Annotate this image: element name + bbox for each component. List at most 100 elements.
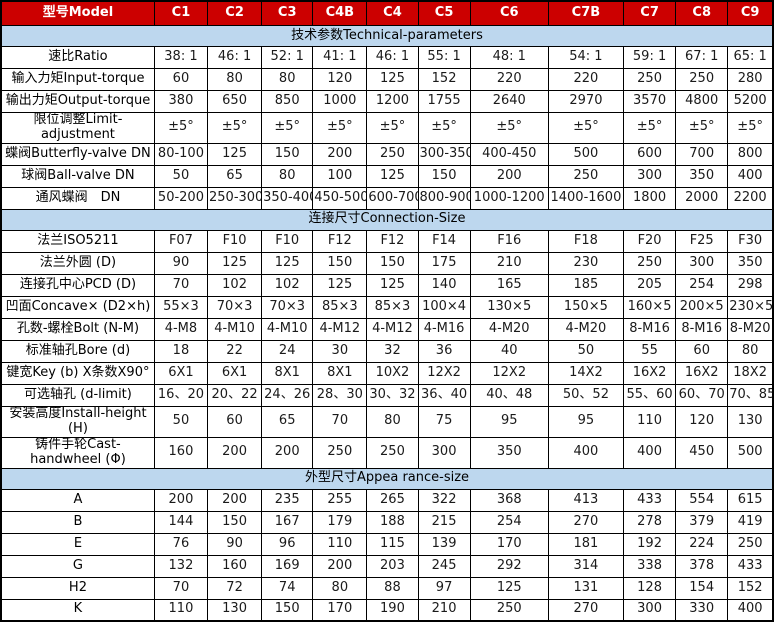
value-cell: 600: [623, 142, 677, 166]
value-cell: 265: [366, 488, 419, 512]
value-cell: 2640: [469, 90, 549, 113]
value-cell: 67: 1: [675, 46, 729, 69]
value-cell: 150: [312, 251, 368, 275]
value-cell: 419: [727, 510, 774, 534]
value-cell: 95: [547, 405, 625, 438]
value-cell: 110: [153, 598, 209, 622]
table-row: 键宽Key (b) X条数X90° 6X1 6X1 8X1 8X1 10X2 12X2 12X…: [0, 361, 774, 385]
value-cell: 205: [623, 273, 677, 297]
value-cell: 102: [207, 273, 263, 297]
value-cell: 400: [727, 164, 774, 188]
row-label: 球阀Ball-valve DN: [0, 164, 155, 188]
value-cell: 450-500: [312, 186, 368, 210]
value-cell: 90: [207, 532, 263, 556]
value-cell: F12: [366, 229, 419, 253]
table-row: 法兰ISO5211 F07 F10 F10 F12 F12 F14 F16 F18 F20 F25 F…: [0, 229, 774, 253]
value-cell: 700: [675, 142, 729, 166]
table-row: B 144 150 167 179 188 215 254 270 278 379 419: [0, 510, 774, 534]
value-cell: 55、60: [623, 383, 677, 407]
value-cell: 800: [727, 142, 774, 166]
value-cell: 4-M10: [261, 317, 314, 341]
value-cell: 96: [261, 532, 314, 556]
value-cell: 85×3: [312, 295, 368, 319]
table-row: G 132 160 169 200 203 245 292 314 338 378 433: [0, 554, 774, 578]
value-cell: 80: [207, 68, 263, 91]
section-header-row: 连接尺寸Connection-Size: [0, 208, 774, 231]
value-cell: 200: [207, 436, 263, 469]
table-row: 安装高度Install-height (H) 50 60 65 70 80 75 95 95 11…: [0, 405, 774, 438]
value-cell: 250: [623, 68, 677, 91]
value-cell: 300: [623, 598, 677, 622]
value-cell: ±5°: [312, 112, 368, 144]
value-cell: 28、30: [312, 383, 368, 407]
row-label: 连接孔中心PCD (D): [0, 273, 155, 297]
value-cell: F25: [675, 229, 729, 253]
value-cell: 150: [366, 251, 419, 275]
value-cell: 125: [207, 142, 263, 166]
value-cell: 378: [675, 554, 729, 578]
column-header-c2: C2: [207, 0, 263, 26]
table-row: 球阀Ball-valve DN 50 65 80 100 125 150 200 250 300 3…: [0, 164, 774, 188]
value-cell: 50: [153, 405, 209, 438]
value-cell: 50: [547, 339, 625, 363]
value-cell: 100×4: [417, 295, 471, 319]
value-cell: 140: [417, 273, 471, 297]
row-label: 孔数-螺栓Bolt (N-M): [0, 317, 155, 341]
value-cell: 200: [261, 436, 314, 469]
value-cell: 650: [207, 90, 263, 113]
value-cell: 6X1: [153, 361, 209, 385]
value-cell: 125: [366, 273, 419, 297]
row-label: H2: [0, 576, 155, 600]
value-cell: 400: [547, 436, 625, 469]
value-cell: 4-M12: [312, 317, 368, 341]
value-cell: ±5°: [727, 112, 774, 144]
value-cell: 8-M16: [675, 317, 729, 341]
table-row: K 110 130 150 170 190 210 250 270 300 330 400: [0, 598, 774, 622]
value-cell: 400: [727, 598, 774, 622]
value-cell: 1400-1600: [547, 186, 625, 210]
value-cell: 8-M16: [623, 317, 677, 341]
value-cell: 433: [623, 488, 677, 512]
table-row: 输出力矩Output-torque 380 650 850 1000 1200 1755 26…: [0, 90, 774, 113]
row-label: 铸件手轮Cast-handwheel (Φ): [0, 436, 155, 469]
table-row: 孔数-螺栓Bolt (N-M) 4-M8 4-M10 4-M10 4-M12 4-M12 4…: [0, 317, 774, 341]
value-cell: 160×5: [623, 295, 677, 319]
value-cell: 250-300: [207, 186, 263, 210]
value-cell: 70: [153, 273, 209, 297]
value-cell: 270: [547, 598, 625, 622]
row-label: 凹面Concave× (D2×h): [0, 295, 155, 319]
value-cell: 70、85: [727, 383, 774, 407]
value-cell: 14X2: [547, 361, 625, 385]
value-cell: 100: [312, 164, 368, 188]
value-cell: 250: [469, 598, 549, 622]
value-cell: 70×3: [261, 295, 314, 319]
row-label: 速比Ratio: [0, 46, 155, 69]
value-cell: 130: [727, 405, 774, 438]
value-cell: 30、32: [366, 383, 419, 407]
value-cell: F18: [547, 229, 625, 253]
table-row: 铸件手轮Cast-handwheel (Φ) 160 200 200 250 250 300…: [0, 436, 774, 469]
column-header-c4b: C4B: [312, 0, 368, 26]
value-cell: 60、70: [675, 383, 729, 407]
row-label: B: [0, 510, 155, 534]
value-cell: 254: [469, 510, 549, 534]
value-cell: 600-700: [366, 186, 419, 210]
value-cell: 250: [366, 436, 419, 469]
value-cell: 102: [261, 273, 314, 297]
value-cell: 110: [623, 405, 677, 438]
value-cell: 300: [675, 251, 729, 275]
value-cell: 8-M20: [727, 317, 774, 341]
value-cell: 170: [469, 532, 549, 556]
value-cell: 250: [623, 251, 677, 275]
value-cell: 65: [261, 405, 314, 438]
value-cell: 52: 1: [261, 46, 314, 69]
table-row: 凹面Concave× (D2×h) 55×3 70×3 70×3 85×3 85×3 100…: [0, 295, 774, 319]
value-cell: 4-M10: [207, 317, 263, 341]
row-label: 法兰外圆 (D): [0, 251, 155, 275]
table-row: E 76 90 96 110 115 139 170 181 192 224 250: [0, 532, 774, 556]
table-row: 限位调整Limit-adjustment ±5° ±5° ±5° ±5° ±5° ±5° ±5…: [0, 112, 774, 144]
value-cell: 76: [153, 532, 209, 556]
value-cell: 250: [547, 164, 625, 188]
value-cell: ±5°: [417, 112, 471, 144]
value-cell: 160: [153, 436, 209, 469]
